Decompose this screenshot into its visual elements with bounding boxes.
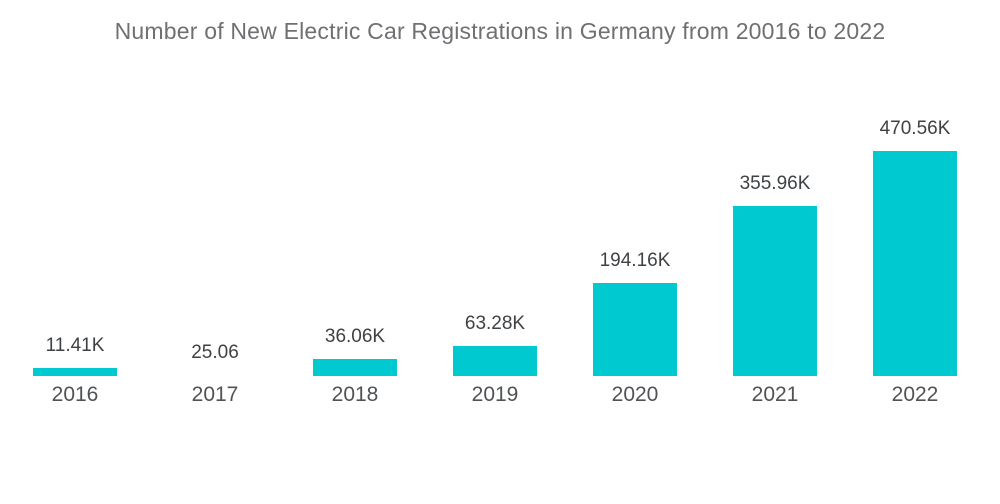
plot-area: 11.41K 25.06 36.06K 63.28K 194.16K 355.96K 470…: [5, 0, 985, 376]
value-label-2022: 470.56K: [879, 118, 951, 139]
bar-column-2019: 63.28K: [425, 0, 565, 376]
value-label-2018: 36.06K: [324, 325, 386, 347]
chart-title: Number of New Electric Car Registrations…: [114, 18, 886, 44]
x-axis-label-2021: 2021: [751, 383, 799, 406]
x-axis-label-2016: 2016: [51, 383, 99, 406]
bar-2020: [593, 283, 677, 376]
value-label-2020: 194.16K: [599, 250, 671, 272]
x-axis-label-2022: 2022: [891, 383, 939, 406]
bar-2019: [453, 345, 537, 376]
bar-2016: [33, 368, 117, 376]
value-label-2016: 11.41K: [45, 335, 105, 356]
bar-2022: [873, 151, 957, 376]
bar-column-2016: 11.41K: [5, 0, 145, 376]
bar-column-2018: 36.06K: [285, 0, 425, 376]
x-axis-label-2020: 2020: [611, 383, 659, 406]
x-axis-label-2019: 2019: [471, 383, 519, 406]
value-label-2021: 355.96K: [739, 172, 811, 194]
value-label-2017: 25.06: [191, 342, 239, 363]
bar-2021: [733, 205, 817, 376]
bar-column-2022: 470.56K: [845, 0, 985, 376]
bar-column-2017: 25.06: [145, 0, 285, 376]
bar-2018: [313, 358, 397, 376]
x-axis-label-2017: 2017: [191, 383, 239, 406]
x-axis: 2016 2017 2018 2019 2020 2021 2022: [5, 383, 985, 413]
value-label-2019: 63.28K: [464, 312, 526, 334]
bar-column-2021: 355.96K: [705, 0, 845, 376]
bar-column-2020: 194.16K: [565, 0, 705, 376]
x-axis-label-2018: 2018: [331, 383, 379, 406]
